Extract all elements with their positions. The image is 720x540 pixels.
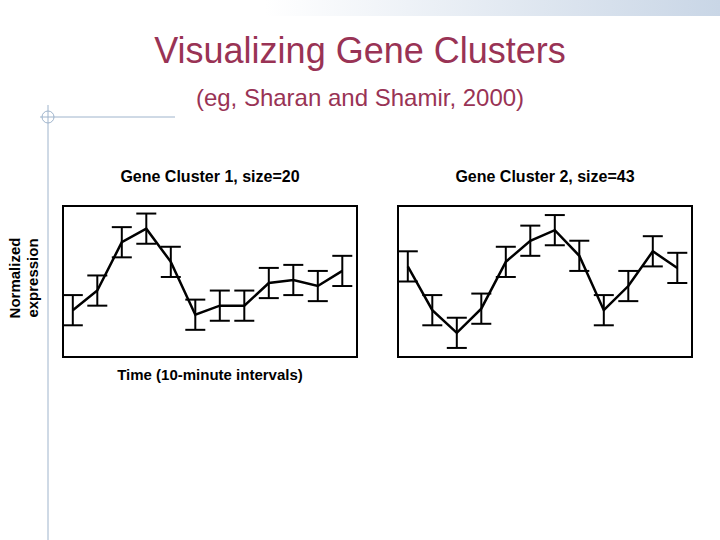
html-text:Visualizing Gene Clusters: Visualizing Gene Clusters bbox=[154, 30, 566, 71]
svg-text:expression: expression bbox=[24, 238, 41, 317]
html-text:Time (10-minute intervals): Time (10-minute intervals) bbox=[117, 366, 303, 383]
html-text:Gene Cluster 2, size=43: Gene Cluster 2, size=43 bbox=[455, 168, 635, 185]
svg-text:Normalized: Normalized bbox=[8, 238, 23, 319]
html-text:Gene Cluster 1, size=20: Gene Cluster 1, size=20 bbox=[120, 168, 300, 185]
html-text:(eg, Sharan and Shamir, 2000): (eg, Sharan and Shamir, 2000) bbox=[195, 84, 525, 111]
